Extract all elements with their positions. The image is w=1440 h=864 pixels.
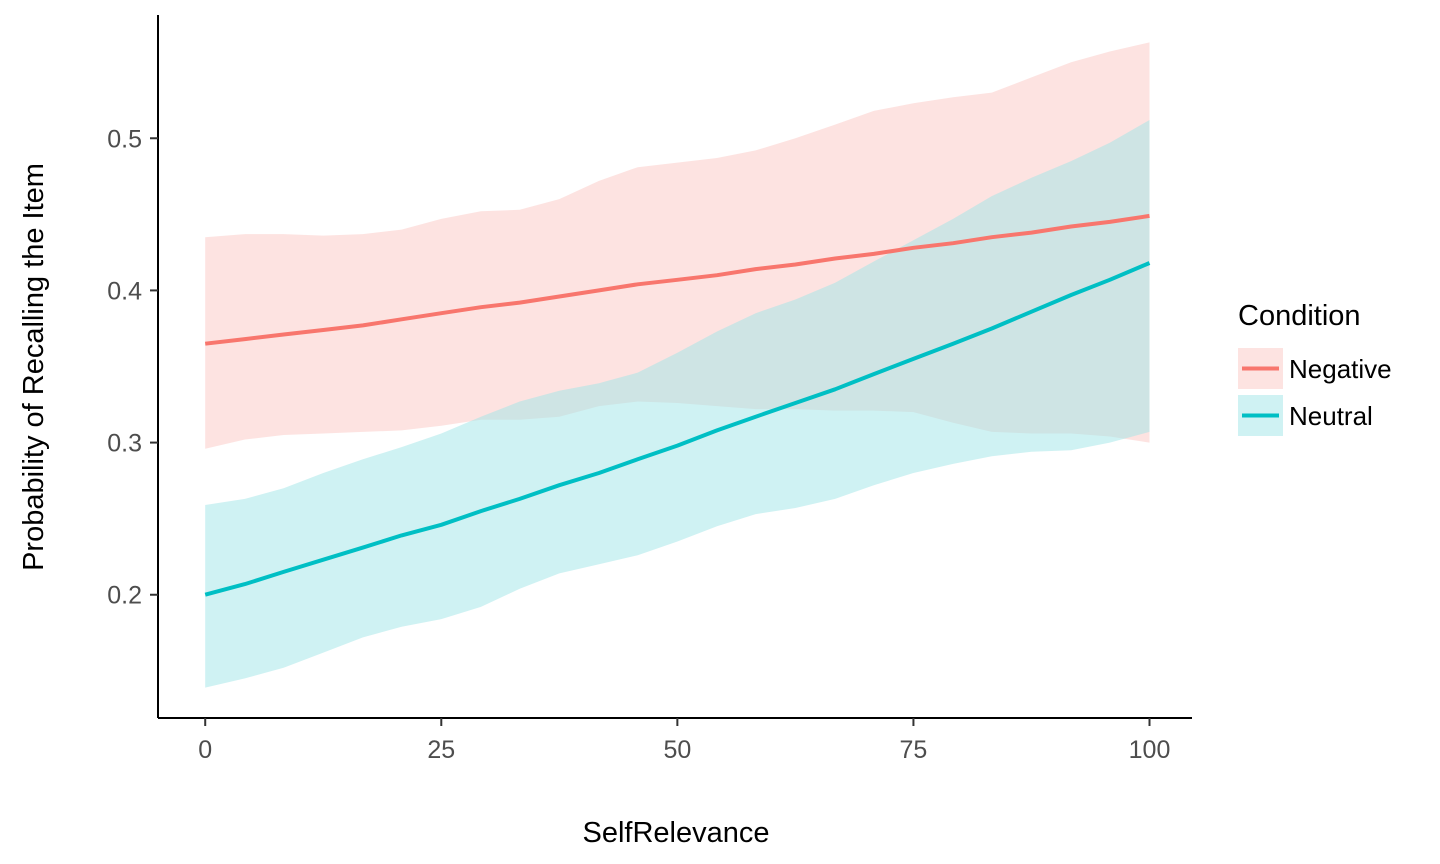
x-tick-label: 0 <box>198 736 212 764</box>
y-tick-label: 0.4 <box>107 277 142 305</box>
y-axis-title: Probability of Recalling the Item <box>18 163 50 571</box>
confidence-ribbons <box>205 42 1150 688</box>
y-tick-label: 0.2 <box>107 582 142 610</box>
legend: Condition Negative Neutral <box>1238 300 1392 436</box>
neutral-ribbon <box>205 120 1150 688</box>
x-axis-ticks: 0 25 50 75 100 <box>198 718 1170 764</box>
legend-title: Condition <box>1238 300 1361 332</box>
x-axis-title: SelfRelevance <box>583 817 770 849</box>
x-tick-label: 50 <box>663 736 691 764</box>
y-tick-label: 0.3 <box>107 430 142 458</box>
legend-label-neutral: Neutral <box>1289 401 1373 431</box>
y-tick-label: 0.5 <box>107 125 142 153</box>
neutral-line <box>204 261 1151 597</box>
series-lines <box>204 213 1151 597</box>
x-tick-label: 75 <box>900 736 928 764</box>
x-tick-label: 100 <box>1129 736 1171 764</box>
x-tick-label: 25 <box>427 736 455 764</box>
y-axis-ticks: 0.2 0.3 0.4 0.5 <box>107 125 158 610</box>
negative-line <box>204 213 1150 346</box>
axes <box>157 15 1192 719</box>
legend-label-negative: Negative <box>1289 354 1392 384</box>
legend-items: Negative Neutral <box>1238 348 1392 436</box>
